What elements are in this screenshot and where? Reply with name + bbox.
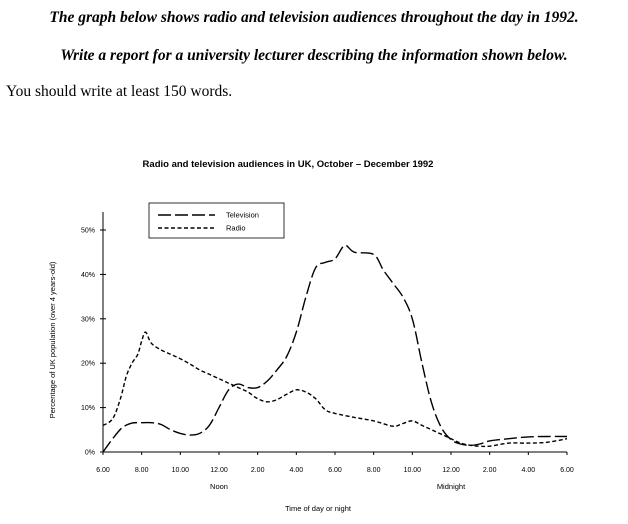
- x-tick-label: 4.00: [522, 467, 536, 474]
- x-tick-label: 2.00: [483, 467, 497, 474]
- x-tick-label: 12.00: [210, 467, 228, 474]
- x-sublabel-noon: Noon: [210, 482, 228, 491]
- x-tick-label: 6.00: [560, 467, 574, 474]
- x-tick-label: 12.00: [442, 467, 460, 474]
- x-tick-label: 10.00: [172, 467, 190, 474]
- chart-legend: Television Radio: [148, 202, 285, 239]
- x-axis-ticks: 6.00 8.00 10.00 12.00 2.00 4.00 6.00 8.00 10.00 1…: [96, 452, 574, 474]
- y-tick-label: 30%: [81, 316, 95, 323]
- y-axis-label: Percentage of UK population (over 4 year…: [48, 261, 57, 418]
- chart-axes: [102, 212, 567, 453]
- y-tick-label: 50%: [81, 228, 95, 235]
- plot-area: [102, 244, 568, 453]
- chart-title: Radio and television audiences in UK, Oc…: [143, 159, 434, 170]
- legend-box: [148, 202, 285, 239]
- x-tick-label: 6.00: [96, 467, 110, 474]
- x-tick-label: 2.00: [251, 467, 265, 474]
- y-tick-label: 0%: [85, 450, 95, 457]
- x-axis-sublabels: Noon Midnight: [210, 482, 466, 491]
- task-instruction-line-2: Write a report for a university lecturer…: [60, 47, 568, 64]
- x-tick-label: 6.00: [328, 467, 342, 474]
- legend-label-television: Television: [226, 211, 259, 220]
- x-tick-label: 10.00: [404, 467, 422, 474]
- series-line-radio: [102, 331, 568, 448]
- legend-label-radio: Radio: [226, 224, 246, 233]
- x-tick-label: 8.00: [367, 467, 381, 474]
- y-axis-ticks: 0% 10% 20% 30% 40% 50%: [81, 228, 106, 457]
- x-tick-label: 4.00: [290, 467, 304, 474]
- y-tick-label: 20%: [81, 361, 95, 368]
- y-tick-label: 10%: [81, 405, 95, 412]
- word-count-instruction: You should write at least 150 words.: [6, 83, 233, 100]
- task-instruction-line-1: The graph below shows radio and televisi…: [49, 9, 579, 26]
- x-tick-label: 8.00: [135, 467, 149, 474]
- x-sublabel-midnight: Midnight: [437, 482, 466, 491]
- y-tick-label: 40%: [81, 272, 95, 279]
- series-line-television: [102, 244, 568, 453]
- x-axis-label: Time of day or night: [285, 504, 352, 513]
